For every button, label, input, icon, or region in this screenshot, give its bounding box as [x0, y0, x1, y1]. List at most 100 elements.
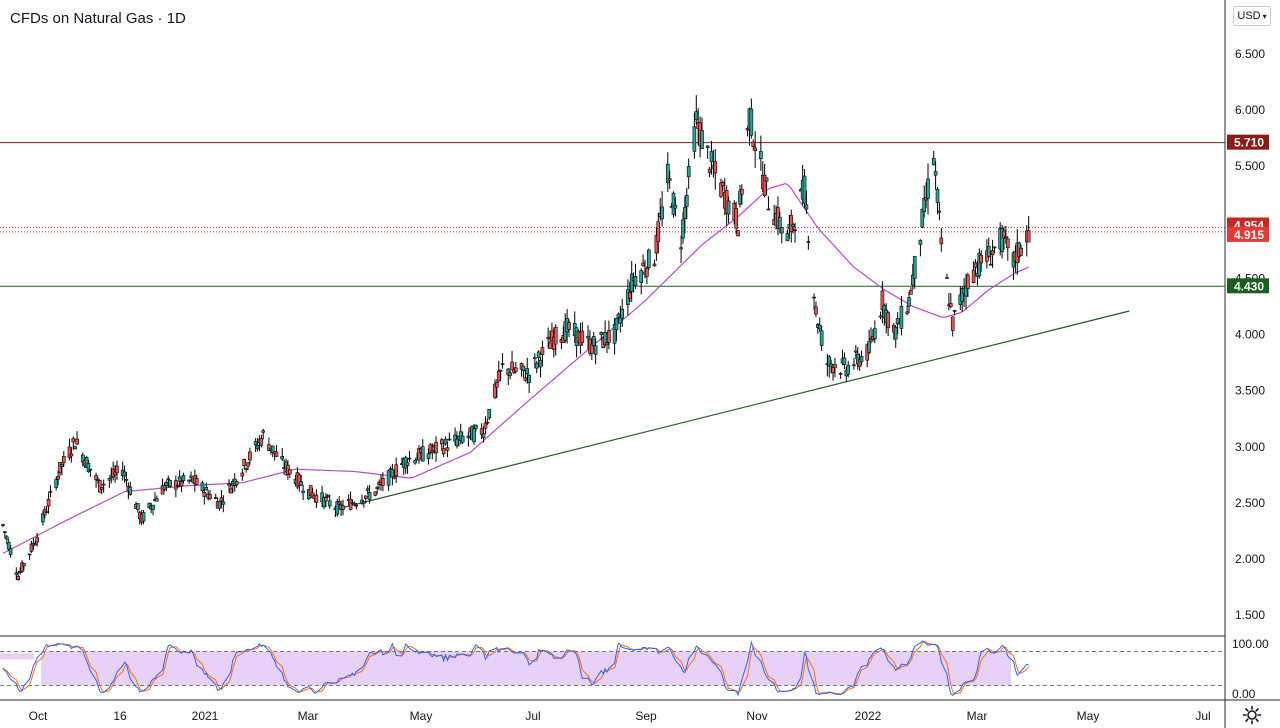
candle [1019, 244, 1023, 257]
candle [213, 493, 218, 500]
candle [373, 491, 378, 497]
candle [202, 489, 207, 505]
candle [869, 327, 873, 344]
candle [660, 191, 664, 227]
candle [217, 500, 222, 511]
candle [933, 161, 938, 190]
candle [804, 190, 809, 214]
svg-text:4.430: 4.430 [1234, 279, 1264, 293]
svg-text:5.710: 5.710 [1234, 136, 1264, 150]
candle [46, 492, 51, 514]
candle [177, 470, 182, 488]
candle [420, 439, 425, 462]
candle [536, 350, 541, 367]
candle [778, 211, 782, 234]
candle [35, 532, 39, 547]
x-tick-label: Sep [635, 709, 657, 723]
candle [986, 237, 991, 258]
candles-group [1, 95, 1031, 581]
candle [553, 324, 558, 356]
candle [248, 447, 252, 465]
candle [439, 437, 444, 451]
candle [240, 468, 245, 481]
level-label-support: 4.430 [1227, 278, 1269, 294]
candle [413, 459, 417, 465]
candle [341, 499, 345, 516]
x-tick-label: May [410, 709, 433, 723]
candle [189, 471, 193, 482]
candle [514, 361, 518, 374]
y-tick-label: 3.000 [1235, 440, 1265, 454]
candle [362, 500, 366, 508]
candle [947, 293, 951, 311]
candle [1005, 237, 1010, 261]
candle [348, 491, 353, 511]
candle [736, 230, 740, 237]
chevron-down-icon: ▾ [1262, 11, 1267, 21]
candle [168, 479, 172, 488]
y-tick-label: 5.500 [1235, 159, 1265, 173]
candle [221, 495, 226, 513]
candle [314, 489, 319, 509]
candle [187, 479, 191, 484]
candle [115, 460, 119, 480]
candle [244, 467, 248, 473]
candle [274, 444, 279, 458]
candle [966, 272, 970, 298]
candle [779, 226, 784, 244]
candle [204, 482, 209, 491]
candle [20, 560, 24, 573]
candle [907, 291, 911, 314]
candle [829, 359, 833, 374]
gear-icon[interactable] [1242, 705, 1262, 725]
level-label-resistance: 5.710 [1227, 134, 1269, 150]
candle [852, 358, 856, 370]
candle [599, 331, 604, 341]
chart-title: CFDs on Natural Gas · 1D [10, 10, 186, 27]
candle [753, 131, 757, 168]
candle [407, 451, 412, 462]
candle [253, 438, 258, 452]
candle [749, 98, 754, 139]
candle [607, 320, 611, 350]
candle [521, 365, 526, 378]
candle [759, 135, 763, 171]
x-tick-label: Nov [746, 709, 767, 723]
candle [80, 452, 85, 467]
stoch-k-line [2, 640, 1029, 697]
support-trendline[interactable] [339, 310, 1130, 510]
candle [527, 374, 531, 394]
candle [979, 250, 983, 272]
y-tick-label: 2.000 [1235, 552, 1265, 566]
candle [466, 431, 471, 447]
candle [525, 357, 530, 384]
candle [971, 261, 976, 284]
y-tick-label: 2.500 [1235, 496, 1265, 510]
x-tick-label: 16 [113, 709, 127, 723]
moving-average-line [2, 182, 1029, 554]
candle [474, 424, 478, 432]
candle [952, 309, 957, 316]
candle [931, 150, 936, 166]
candle [101, 479, 106, 493]
x-tick-label: Oct [29, 709, 48, 723]
candle [390, 463, 395, 486]
candle [16, 570, 20, 581]
candle [603, 320, 607, 347]
candle [48, 485, 53, 498]
candle [667, 170, 672, 189]
x-tick-label: Jul [1195, 709, 1210, 723]
candle [434, 436, 438, 462]
y-tick-label: 6.500 [1235, 47, 1265, 61]
candle [498, 369, 503, 382]
candle [381, 472, 385, 492]
candle [447, 432, 452, 441]
candle [859, 350, 864, 366]
candle [639, 268, 644, 295]
candle [155, 495, 159, 502]
currency-selector[interactable]: USD ▾ [1233, 6, 1271, 26]
candle [181, 472, 186, 484]
